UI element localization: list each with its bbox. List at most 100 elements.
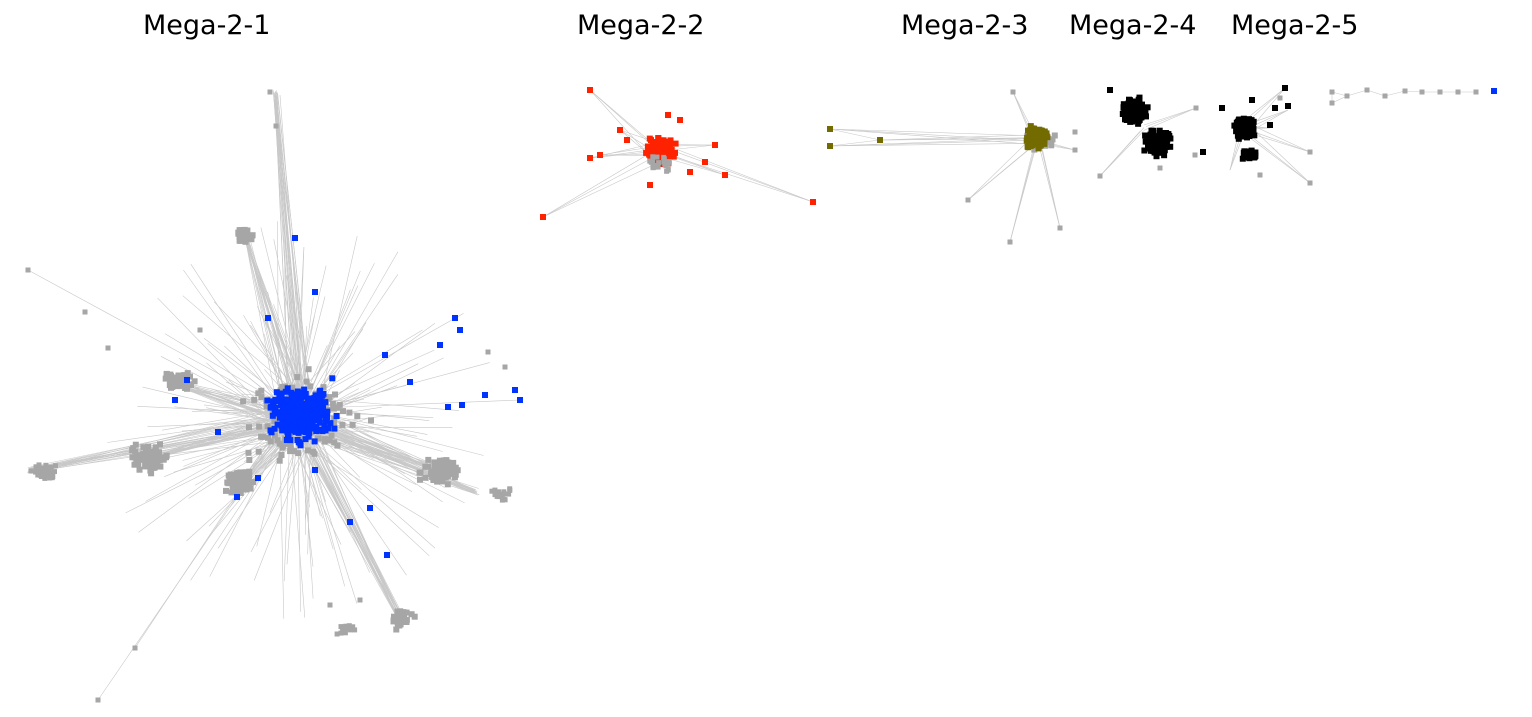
graph-node: [348, 627, 353, 633]
graph-edge: [542, 152, 663, 218]
graph-node: [258, 394, 265, 400]
graph-node: [296, 419, 303, 426]
graph-node: [382, 352, 388, 358]
graph-node: [1241, 124, 1248, 131]
graph-node: [670, 153, 677, 160]
graph-node: [152, 461, 158, 468]
edge-layer: [27, 87, 1476, 701]
graph-node: [1243, 133, 1250, 140]
graph-node: [312, 411, 319, 418]
graph-node: [246, 457, 253, 463]
graph-node: [278, 452, 285, 458]
graph-edge: [275, 93, 306, 417]
graph-node: [225, 480, 232, 487]
graph-node: [314, 435, 321, 442]
graph-node: [288, 409, 295, 416]
graph-node: [658, 142, 665, 149]
graph-node: [331, 439, 338, 446]
graph-node: [251, 396, 258, 403]
graph-node: [43, 473, 48, 479]
graph-edge: [274, 95, 296, 423]
graph-node: [242, 228, 249, 235]
graph-node: [496, 489, 501, 495]
graph-node: [246, 468, 253, 475]
graph-node: [1126, 96, 1132, 103]
graph-node: [1344, 93, 1350, 99]
graph-node: [47, 470, 53, 476]
graph-node: [1248, 119, 1255, 125]
graph-node: [238, 237, 244, 244]
graph-node: [656, 160, 662, 166]
graph-node: [1240, 130, 1247, 137]
graph-node: [233, 470, 240, 477]
graph-node: [677, 117, 683, 123]
graph-node: [132, 441, 139, 448]
graph-node: [321, 438, 328, 445]
graph-node: [1142, 108, 1149, 115]
graph-node: [284, 413, 291, 420]
graph-edge: [290, 439, 306, 618]
graph-node: [282, 422, 289, 429]
graph-node: [1146, 140, 1153, 147]
graph-node: [140, 444, 147, 451]
graph-node: [1136, 96, 1143, 103]
graph-node: [325, 395, 332, 402]
graph-edge: [667, 145, 814, 203]
graph-node: [439, 478, 446, 485]
graph-node: [313, 406, 320, 413]
graph-edge: [31, 425, 297, 469]
graph-node: [284, 385, 291, 392]
graph-node: [407, 379, 413, 385]
graph-edge: [279, 94, 305, 416]
graph-node: [1200, 149, 1206, 155]
graph-node: [447, 467, 454, 474]
node-layer: [25, 85, 1497, 703]
graph-node: [269, 412, 276, 419]
graph-node: [434, 478, 441, 485]
graph-node: [50, 474, 56, 480]
graph-node: [431, 463, 438, 470]
graph-node: [242, 469, 249, 476]
graph-node: [1045, 138, 1051, 145]
graph-node: [1307, 149, 1313, 155]
graph-node: [327, 420, 334, 427]
graph-node: [1007, 239, 1013, 245]
graph-node: [283, 396, 290, 403]
graph-node: [191, 378, 198, 385]
graph-node: [255, 390, 262, 397]
graph-edge: [310, 416, 400, 623]
graph-node: [1031, 136, 1038, 143]
graph-edge: [311, 397, 460, 411]
graph-edge: [1143, 107, 1197, 131]
graph-node: [273, 123, 279, 129]
graph-edge: [125, 423, 304, 514]
graph-node: [292, 235, 298, 241]
graph-node: [436, 468, 443, 475]
graph-edge: [29, 412, 302, 469]
graph-node: [331, 425, 338, 432]
graph-node: [53, 463, 58, 469]
graph-node: [1157, 140, 1164, 147]
graph-node: [246, 483, 253, 490]
graph-edge: [542, 150, 655, 218]
graph-edge: [275, 95, 297, 424]
graph-node: [1267, 122, 1273, 128]
graph-node: [1247, 131, 1254, 137]
graph-node: [1249, 149, 1256, 156]
graph-node: [384, 552, 390, 558]
graph-node: [1193, 105, 1199, 111]
graph-node: [1148, 147, 1154, 154]
graph-node: [438, 464, 444, 471]
graph-node: [1027, 143, 1034, 149]
graph-node: [493, 490, 498, 495]
graph-node: [296, 395, 303, 402]
graph-node: [225, 472, 232, 479]
graph-node: [136, 466, 143, 473]
graph-edge: [1250, 127, 1311, 184]
graph-node: [305, 433, 312, 440]
graph-node: [1282, 85, 1288, 91]
graph-node: [276, 457, 283, 464]
graph-node: [25, 267, 31, 273]
graph-node: [234, 478, 241, 485]
graph-node: [305, 447, 311, 454]
